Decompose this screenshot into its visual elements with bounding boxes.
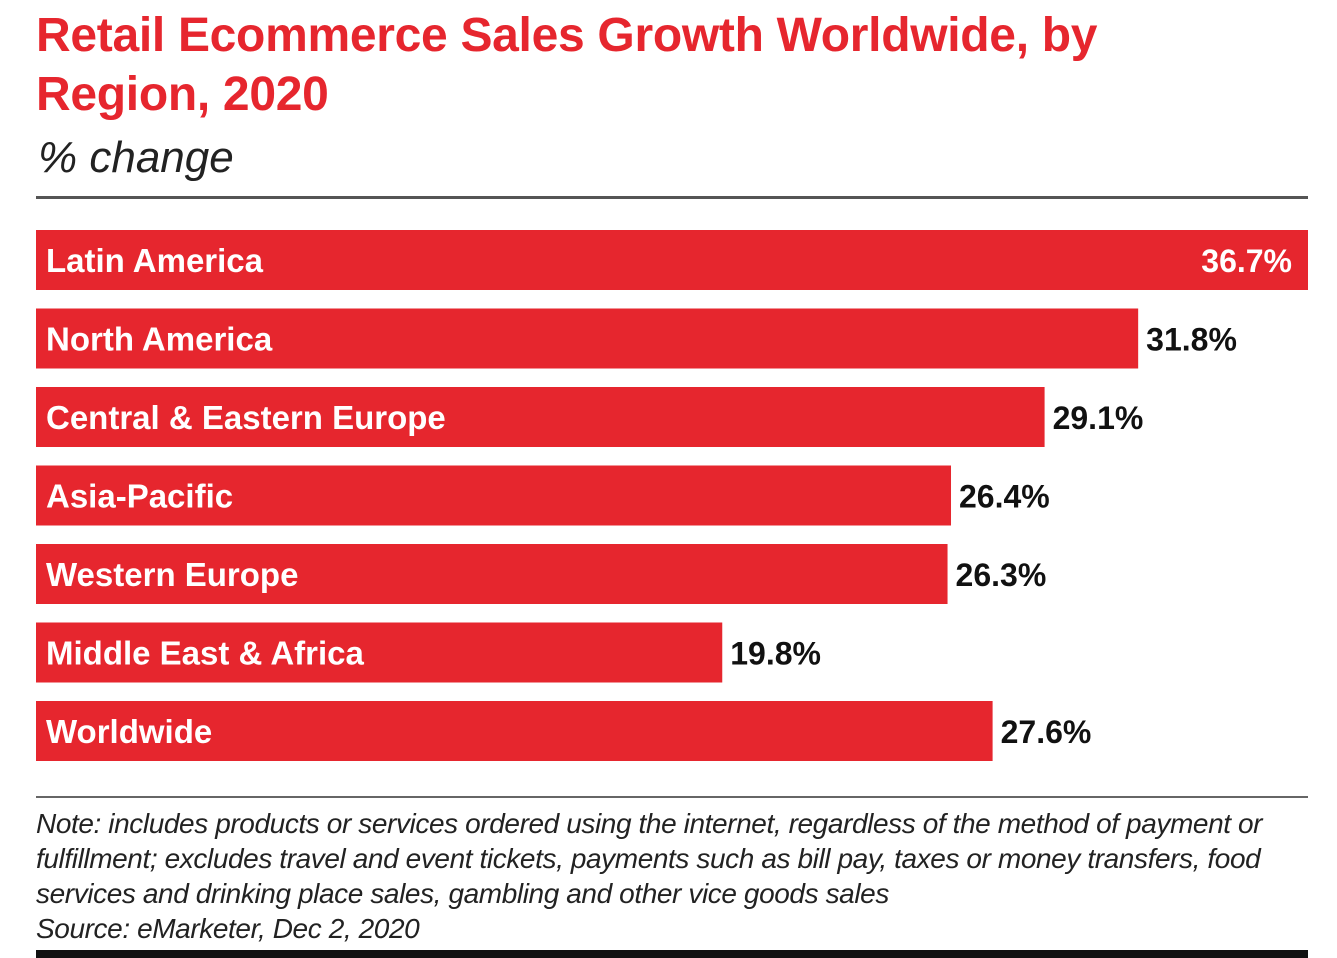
value-label: 19.8% xyxy=(730,636,821,672)
value-label: 27.6% xyxy=(1001,714,1092,750)
category-label: Western Europe xyxy=(46,556,298,593)
bottom-border xyxy=(36,950,1308,958)
note-divider xyxy=(36,796,1308,798)
chart-source: Source: eMarketer, Dec 2, 2020 xyxy=(36,911,1316,946)
value-label: 29.1% xyxy=(1053,400,1144,436)
value-label: 36.7% xyxy=(1201,243,1292,279)
category-label: Middle East & Africa xyxy=(46,635,364,672)
value-label: 26.4% xyxy=(959,479,1050,515)
category-label: Central & Eastern Europe xyxy=(46,399,446,436)
chart-note: Note: includes products or services orde… xyxy=(36,806,1316,911)
category-label: Worldwide xyxy=(46,713,212,750)
chart-footnote: Note: includes products or services orde… xyxy=(36,806,1316,946)
value-label: 31.8% xyxy=(1146,322,1237,358)
category-label: Latin America xyxy=(46,242,264,279)
category-label: Asia-Pacific xyxy=(46,478,233,515)
category-label: North America xyxy=(46,321,273,358)
value-label: 26.3% xyxy=(956,557,1047,593)
